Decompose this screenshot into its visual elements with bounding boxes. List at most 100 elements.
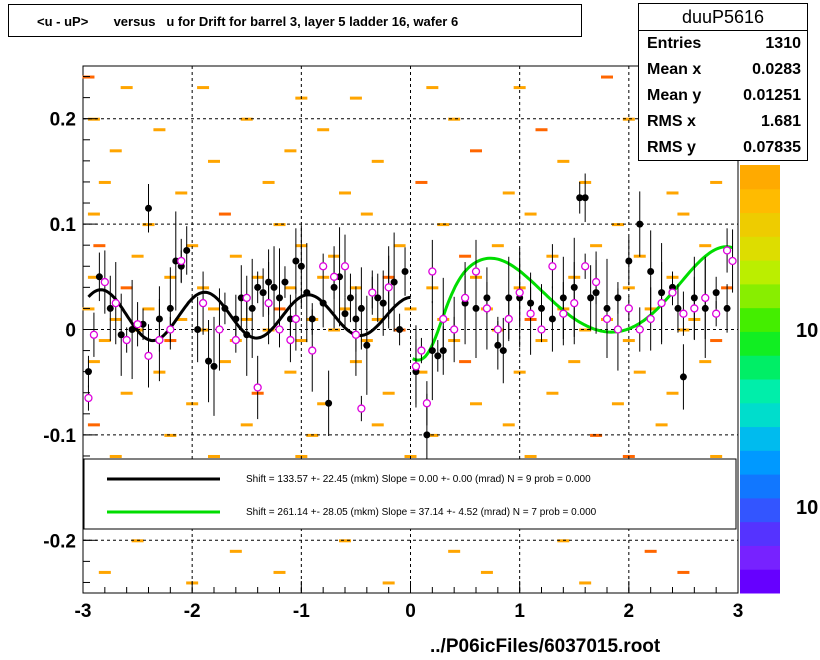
histogram-cell <box>371 423 384 427</box>
profile-point-magenta <box>515 288 524 297</box>
x-tick-label: 2 <box>624 601 635 622</box>
profile-point-magenta <box>570 298 579 308</box>
profile-point-black <box>390 278 398 286</box>
histogram-cell <box>175 317 188 321</box>
profile-point-black <box>576 194 584 202</box>
profile-point-magenta <box>602 314 612 324</box>
profile-point-magenta <box>635 325 644 334</box>
profile-point-magenta <box>712 309 721 318</box>
stats-row-entries: Entries 1310 <box>639 31 807 57</box>
color-scale <box>740 165 780 594</box>
histogram-cell <box>164 433 177 437</box>
histogram-cell <box>426 86 439 90</box>
y-tick-label: 0.1 <box>50 215 77 236</box>
profile-point-black <box>232 315 240 323</box>
histogram-cell <box>470 149 482 153</box>
profile-point-black <box>183 246 191 254</box>
histogram-cell <box>197 86 210 90</box>
stats-value: 1310 <box>765 35 801 52</box>
profile-point-magenta <box>368 288 377 297</box>
histogram-cell <box>470 402 482 406</box>
profile-point-black <box>325 399 333 407</box>
profile-point-magenta <box>111 298 120 308</box>
profile-point-magenta <box>701 293 710 303</box>
profile-point-magenta <box>537 325 546 334</box>
histogram-cell <box>98 180 111 184</box>
stats-key: RMS x <box>647 113 696 130</box>
histogram-cell <box>666 191 679 195</box>
profile-point-magenta <box>215 325 224 334</box>
profile-point-magenta <box>504 314 513 324</box>
profile-point-black <box>303 289 311 297</box>
histogram-cell <box>120 286 133 290</box>
profile-point-magenta <box>559 309 568 318</box>
histogram-cell <box>699 244 712 248</box>
histogram-cell <box>568 360 581 364</box>
profile-point-magenta <box>242 293 251 303</box>
profile-point-black <box>259 289 267 297</box>
profile-point-magenta <box>668 288 677 297</box>
color-scale-band <box>740 474 780 499</box>
profile-point-magenta <box>198 298 208 308</box>
histogram-cell <box>590 244 603 248</box>
profile-point-magenta <box>286 335 295 345</box>
profile-point-black <box>647 268 655 276</box>
profile-point-magenta <box>450 325 459 334</box>
profile-point-magenta <box>728 256 737 266</box>
histogram-cell <box>317 128 330 132</box>
histogram-cell <box>622 339 635 343</box>
histogram-cell <box>273 223 286 227</box>
profile-point-magenta <box>357 404 366 413</box>
stats-row-mean-x: Mean x 0.0283 <box>639 57 807 83</box>
histogram-cell <box>98 339 111 343</box>
profile-point-magenta <box>144 351 153 361</box>
legend-entry: Shift = 261.14 +- 28.05 (mkm) Slope = 37… <box>246 507 597 518</box>
profile-point-black <box>423 431 431 439</box>
histogram-cell <box>415 370 428 374</box>
color-scale-label: 10 <box>796 497 819 519</box>
profile-point-magenta <box>329 272 339 281</box>
profile-point-black <box>357 304 365 312</box>
profile-point-magenta <box>89 330 99 339</box>
stats-value: 0.01251 <box>743 87 801 104</box>
profile-point-black <box>712 289 720 297</box>
histogram-cell <box>98 570 111 574</box>
profile-point-black <box>538 304 545 312</box>
profile-point-magenta <box>439 314 448 324</box>
profile-point-magenta <box>657 298 666 308</box>
profile-point-black <box>396 326 404 333</box>
histogram-cell <box>611 402 624 406</box>
histogram-cell <box>142 307 155 311</box>
profile-point-black <box>270 283 278 291</box>
histogram-cell <box>262 180 275 184</box>
title-box: <u - uP> versus u for Drift for barrel 3… <box>8 4 582 37</box>
histogram-cell <box>284 370 297 374</box>
stats-row-rms-y: RMS y 0.07835 <box>639 135 807 161</box>
x-tick-label: 3 <box>733 601 744 622</box>
histogram-cell <box>360 212 373 216</box>
histogram-cell <box>579 581 592 585</box>
profile-point-magenta <box>690 304 699 313</box>
histogram-cell <box>622 117 635 121</box>
histogram-cell <box>93 244 106 248</box>
y-tick-label: 0.2 <box>50 110 76 131</box>
histogram-cell <box>371 159 384 163</box>
footer-filename: ../P06icFiles/6037015.root <box>430 636 661 657</box>
color-scale-band <box>740 545 780 570</box>
profile-point-black <box>297 262 305 270</box>
profile-point-black <box>379 299 387 307</box>
histogram-cell <box>480 570 493 574</box>
profile-point-black <box>128 326 136 333</box>
fit-legend: Shift = 133.57 +- 22.45 (mkm) Slope = 0.… <box>83 458 737 530</box>
profile-point-black <box>341 310 349 318</box>
profile-point-black <box>636 220 644 228</box>
profile-point-magenta <box>231 335 240 345</box>
histogram-cell <box>295 339 308 343</box>
profile-point-magenta <box>613 325 623 334</box>
histogram-cell <box>677 212 690 216</box>
profile-point-magenta <box>253 383 262 392</box>
profile-point-black <box>401 268 409 276</box>
color-scale-band <box>740 497 780 523</box>
stats-value: 1.681 <box>760 113 801 130</box>
